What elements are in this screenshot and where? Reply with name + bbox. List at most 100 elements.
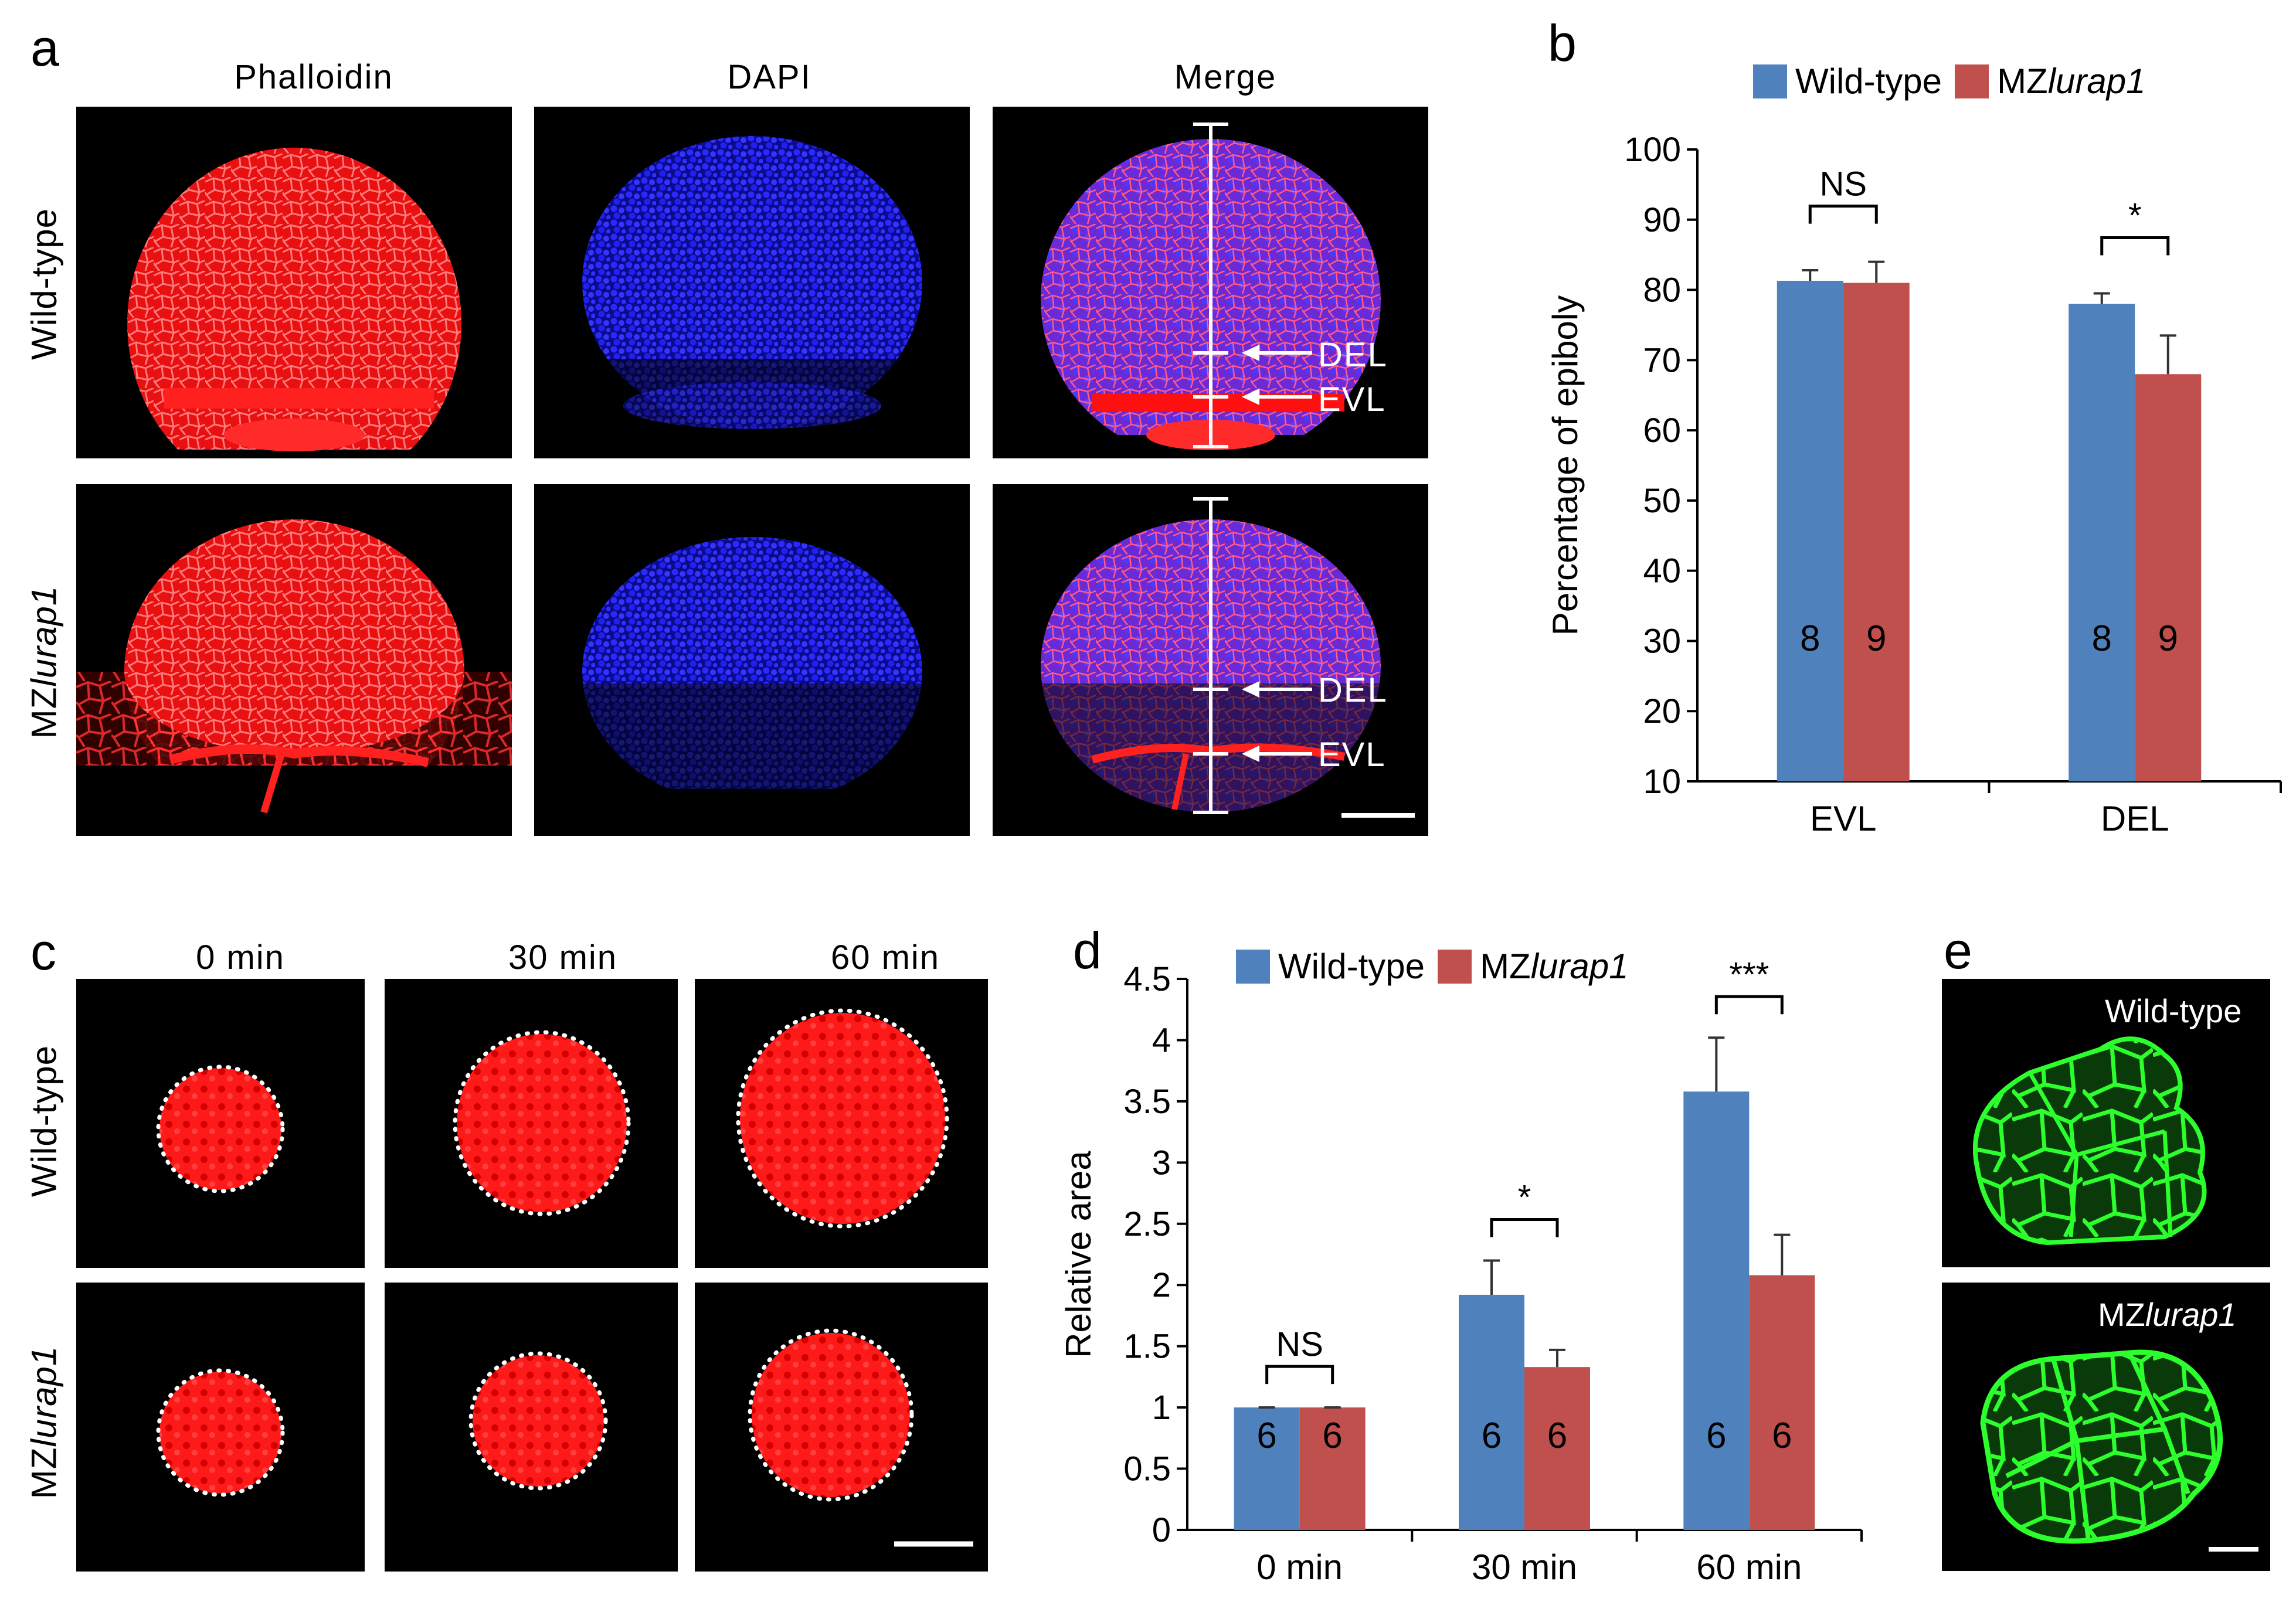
- y-axis-title: Percentage of epiboly: [1546, 295, 1585, 635]
- legend-d-mutant: MZlurap1: [1438, 946, 1629, 987]
- sample-size-label: 6: [1482, 1416, 1502, 1456]
- y-axis-title: Relative area: [1059, 1151, 1098, 1358]
- legend-wildtype: Wild-type: [1753, 61, 1942, 101]
- y-tick-label: 30: [1643, 622, 1681, 660]
- legend-wildtype-label: Wild-type: [1795, 62, 1942, 101]
- x-category-label: 60 min: [1696, 1547, 1802, 1587]
- y-tick-label: 2.5: [1123, 1205, 1171, 1243]
- legend-d-wildtype-label: Wild-type: [1278, 947, 1425, 986]
- sample-size-label: 6: [1706, 1416, 1726, 1456]
- y-tick-label: 100: [1624, 131, 1681, 169]
- panel-d-chart: 0 0.5 1 1.5 2 2.5 3 3.5 4 4.5 Relative area 0 min 6 6…: [1059, 961, 1863, 1587]
- panel-c-letter: c: [30, 923, 56, 981]
- sample-size-label: 8: [2092, 618, 2112, 659]
- y-tick-label: 90: [1643, 201, 1681, 239]
- wildtype-0min-image: [76, 979, 365, 1268]
- panel-b-letter: b: [1548, 14, 1577, 72]
- mutant-60min-image: [695, 1283, 988, 1572]
- significance-label: NS: [1819, 165, 1867, 203]
- sample-size-label: 6: [1256, 1416, 1276, 1456]
- mutant-phalloidin-image: [76, 484, 512, 836]
- y-tick-label: 70: [1643, 341, 1681, 379]
- bar: [1843, 283, 1910, 782]
- wildtype-evl-label: EVL: [1318, 380, 1386, 419]
- legend-wildtype-swatch: [1753, 64, 1787, 98]
- panel-a-letter: a: [30, 19, 59, 77]
- significance-label: NS: [1276, 1325, 1323, 1363]
- legend-mutant-swatch: [1955, 64, 1989, 98]
- significance-label: ***: [1729, 961, 1769, 994]
- wildtype-del-label: DEL: [1318, 336, 1388, 374]
- y-tick-label: 50: [1643, 482, 1681, 520]
- y-tick-label: 10: [1643, 763, 1681, 801]
- panel-c-row-label-wildtype: Wild-type: [24, 1045, 64, 1198]
- bar: [2135, 374, 2202, 781]
- legend-mutant-label: MZlurap1: [1997, 62, 2146, 101]
- wildtype-merge-image: [993, 107, 1428, 458]
- x-category-label: 0 min: [1256, 1547, 1343, 1587]
- legend-d-mutant-label: MZlurap1: [1480, 947, 1629, 986]
- sample-size-label: 6: [1547, 1416, 1567, 1456]
- x-category-label: EVL: [1810, 799, 1876, 838]
- y-tick-label: 2: [1152, 1266, 1171, 1304]
- panel-c-header-0min: 0 min: [196, 938, 285, 977]
- panel-b-legend: Wild-type MZlurap1: [1753, 61, 2146, 101]
- panel-b-chart: 10 20 30 40 50 60 70 80 90 100 Percentage of epibo…: [1546, 131, 2282, 838]
- significance-label: *: [1518, 1178, 1531, 1216]
- significance-bracket: [1714, 995, 1784, 1015]
- significance-label: *: [2128, 197, 2142, 235]
- panel-d-legend: Wild-type MZlurap1: [1236, 946, 1629, 987]
- panel-c-header-60min: 60 min: [830, 938, 940, 977]
- mutant-evl-label: EVL: [1318, 736, 1386, 774]
- legend-d-wildtype: Wild-type: [1236, 946, 1425, 987]
- panel-c-header-30min: 30 min: [508, 938, 618, 977]
- significance-bracket: [1808, 205, 1878, 224]
- wildtype-gfp-image: [1942, 979, 2270, 1267]
- sample-size-label: 9: [2158, 618, 2178, 659]
- wildtype-dapi-image: [534, 107, 970, 458]
- legend-d-mutant-swatch: [1438, 949, 1472, 984]
- y-tick-label: 1: [1152, 1389, 1171, 1427]
- significance-bracket: [1490, 1217, 1559, 1237]
- y-tick-label: 4.5: [1123, 961, 1171, 998]
- panel-a-row-label-mutant: MZlurap1: [24, 585, 64, 739]
- sample-size-label: 9: [1866, 618, 1886, 659]
- bar: [1459, 1294, 1524, 1530]
- bar: [1777, 280, 1843, 781]
- y-tick-label: 40: [1643, 552, 1681, 590]
- bar: [1234, 1407, 1300, 1530]
- y-tick-label: 1.5: [1123, 1328, 1171, 1366]
- sample-size-label: 6: [1322, 1416, 1342, 1456]
- legend-d-wildtype-swatch: [1236, 949, 1270, 984]
- y-tick-label: 20: [1643, 692, 1681, 730]
- bar: [1524, 1367, 1590, 1530]
- bar: [2069, 304, 2135, 781]
- bar: [1683, 1091, 1750, 1530]
- panel-d-letter: d: [1073, 921, 1102, 979]
- x-category-label: DEL: [2101, 799, 2169, 838]
- panel-a-header-merge: Merge: [1174, 58, 1277, 96]
- y-tick-label: 3: [1152, 1144, 1171, 1182]
- panel-e-label-wildtype: Wild-type: [2105, 992, 2242, 1029]
- mutant-merge-image: [993, 484, 1428, 836]
- panel-a-header-phalloidin: Phalloidin: [234, 58, 393, 96]
- y-tick-label: 3.5: [1123, 1083, 1171, 1121]
- panel-c-row-label-mutant: MZlurap1: [24, 1345, 64, 1499]
- bar: [1749, 1275, 1815, 1530]
- sample-size-label: 6: [1772, 1416, 1792, 1456]
- wildtype-60min-image: [695, 979, 988, 1268]
- bar: [1299, 1407, 1366, 1530]
- panel-e-letter: e: [1944, 921, 1972, 979]
- y-tick-label: 4: [1152, 1021, 1171, 1059]
- mutant-gfp-image: [1942, 1283, 2270, 1571]
- mutant-0min-image: [76, 1283, 365, 1572]
- y-tick-label: 60: [1643, 411, 1681, 450]
- significance-bracket: [2100, 236, 2170, 256]
- panel-a-header-dapi: DAPI: [727, 58, 811, 96]
- sample-size-label: 8: [1800, 618, 1820, 659]
- mutant-del-label: DEL: [1318, 671, 1388, 709]
- mutant-30min-image: [385, 1283, 678, 1572]
- y-tick-label: 80: [1643, 271, 1681, 309]
- y-tick-label: 0: [1152, 1511, 1171, 1549]
- wildtype-phalloidin-image: [76, 107, 512, 458]
